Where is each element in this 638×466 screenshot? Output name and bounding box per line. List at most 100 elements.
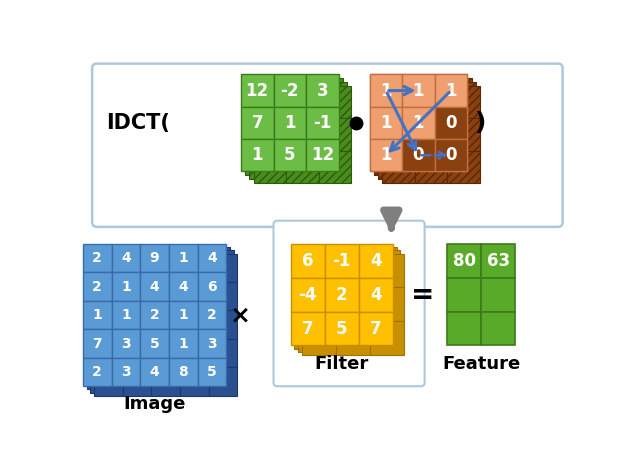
Bar bbox=[274, 75, 306, 107]
Bar bbox=[415, 118, 447, 151]
Bar bbox=[447, 118, 480, 151]
Bar bbox=[249, 82, 282, 115]
Text: 1: 1 bbox=[179, 336, 188, 350]
Text: 7: 7 bbox=[302, 320, 313, 337]
Bar bbox=[290, 244, 325, 278]
Bar bbox=[91, 279, 119, 307]
Bar bbox=[369, 75, 402, 107]
Bar bbox=[169, 358, 198, 386]
Text: 7: 7 bbox=[93, 336, 102, 350]
Bar bbox=[94, 282, 122, 310]
Text: 6: 6 bbox=[207, 280, 217, 294]
Bar bbox=[87, 361, 115, 390]
Bar bbox=[122, 310, 151, 339]
Bar bbox=[144, 333, 173, 361]
Bar bbox=[411, 115, 443, 147]
Bar bbox=[147, 250, 176, 279]
Bar bbox=[298, 250, 332, 284]
Bar bbox=[402, 107, 434, 139]
Bar bbox=[205, 250, 234, 279]
Bar bbox=[87, 275, 115, 304]
Bar bbox=[140, 358, 169, 386]
Bar bbox=[201, 333, 230, 361]
Bar bbox=[144, 304, 173, 333]
Bar bbox=[434, 75, 467, 107]
Bar bbox=[91, 307, 119, 336]
Bar bbox=[94, 310, 122, 339]
Bar bbox=[362, 247, 397, 281]
Bar bbox=[310, 143, 343, 175]
Text: 3: 3 bbox=[121, 365, 131, 379]
Bar bbox=[306, 107, 339, 139]
Bar bbox=[310, 110, 343, 143]
Bar bbox=[443, 82, 476, 115]
Bar bbox=[411, 82, 443, 115]
Bar bbox=[209, 339, 237, 368]
Bar bbox=[87, 304, 115, 333]
Text: 80: 80 bbox=[452, 252, 476, 270]
Text: -4: -4 bbox=[299, 286, 317, 304]
Bar bbox=[119, 279, 147, 307]
Bar bbox=[115, 333, 144, 361]
Bar bbox=[402, 75, 434, 107]
Text: ×: × bbox=[230, 303, 251, 327]
Bar bbox=[173, 361, 201, 390]
Bar bbox=[402, 139, 434, 171]
Bar bbox=[366, 284, 400, 318]
Bar bbox=[290, 278, 325, 312]
Bar bbox=[205, 364, 234, 393]
Text: -1: -1 bbox=[332, 252, 351, 270]
Bar bbox=[298, 318, 332, 352]
Bar bbox=[336, 288, 370, 321]
Bar bbox=[122, 282, 151, 310]
Bar bbox=[169, 301, 198, 329]
Text: 1: 1 bbox=[179, 251, 188, 265]
Bar bbox=[481, 244, 516, 278]
Bar bbox=[315, 115, 347, 147]
Bar bbox=[378, 115, 411, 147]
Bar bbox=[434, 75, 467, 107]
Bar bbox=[176, 279, 205, 307]
Text: 3: 3 bbox=[121, 336, 131, 350]
Bar bbox=[115, 247, 144, 275]
Bar bbox=[290, 312, 325, 345]
Bar bbox=[83, 301, 112, 329]
Bar bbox=[91, 364, 119, 393]
Bar bbox=[336, 254, 370, 288]
Bar bbox=[366, 318, 400, 352]
Bar bbox=[115, 361, 144, 390]
Text: =: = bbox=[411, 281, 434, 308]
Bar bbox=[369, 107, 402, 139]
Bar bbox=[302, 288, 336, 321]
Bar bbox=[447, 244, 481, 278]
Bar bbox=[201, 361, 230, 390]
Bar bbox=[362, 315, 397, 349]
Bar bbox=[415, 151, 447, 183]
Bar bbox=[332, 284, 366, 318]
Bar bbox=[278, 143, 310, 175]
Bar bbox=[144, 275, 173, 304]
Bar bbox=[382, 118, 415, 151]
Text: 0: 0 bbox=[413, 146, 424, 164]
Bar bbox=[319, 118, 352, 151]
Bar bbox=[169, 272, 198, 301]
Bar bbox=[151, 282, 180, 310]
Text: 4: 4 bbox=[179, 280, 188, 294]
Bar bbox=[370, 321, 404, 355]
Bar bbox=[366, 250, 400, 284]
Text: 1: 1 bbox=[413, 114, 424, 132]
Bar bbox=[87, 247, 115, 275]
Bar bbox=[198, 272, 226, 301]
Text: 1: 1 bbox=[284, 114, 295, 132]
Text: 2: 2 bbox=[93, 280, 102, 294]
Bar bbox=[241, 139, 274, 171]
Bar bbox=[180, 282, 209, 310]
Bar bbox=[359, 244, 393, 278]
Bar bbox=[176, 364, 205, 393]
Bar bbox=[122, 368, 151, 396]
Bar bbox=[294, 315, 329, 349]
Bar bbox=[119, 307, 147, 336]
Bar bbox=[315, 82, 347, 115]
Bar bbox=[173, 247, 201, 275]
Bar bbox=[481, 312, 516, 345]
